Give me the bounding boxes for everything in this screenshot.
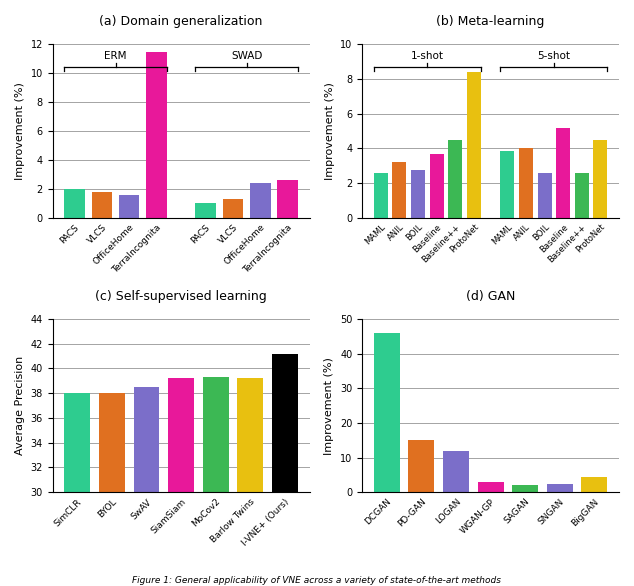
Bar [538, 173, 552, 217]
Text: 5-shot: 5-shot [538, 51, 571, 61]
Bar [374, 333, 400, 492]
Bar [392, 162, 406, 217]
Bar [203, 377, 229, 586]
Bar [512, 485, 538, 492]
Title: (d) GAN: (d) GAN [466, 289, 515, 302]
Bar [443, 451, 469, 492]
Bar [593, 139, 607, 217]
Bar [408, 440, 434, 492]
Text: 1-shot: 1-shot [411, 51, 444, 61]
Y-axis label: Improvement (%): Improvement (%) [15, 82, 25, 180]
Bar [581, 476, 607, 492]
Bar [374, 173, 388, 217]
Bar [411, 170, 425, 217]
Bar [272, 353, 298, 586]
Bar [477, 482, 503, 492]
Y-axis label: Improvement (%): Improvement (%) [325, 82, 335, 180]
Bar [519, 148, 533, 217]
Bar [64, 393, 90, 586]
Bar [119, 195, 139, 217]
Title: (c) Self-supervised learning: (c) Self-supervised learning [95, 289, 267, 302]
Y-axis label: Average Precision: Average Precision [15, 356, 25, 455]
Bar [92, 192, 112, 217]
Title: (a) Domain generalization: (a) Domain generalization [100, 15, 262, 28]
Bar [556, 128, 570, 217]
Bar [467, 72, 481, 217]
Bar [547, 483, 573, 492]
Bar [237, 379, 263, 586]
Bar [430, 154, 444, 217]
Bar [168, 379, 194, 586]
Bar [500, 151, 514, 217]
Bar [146, 52, 167, 217]
Text: Figure 1: General applicability of VNE across a variety of state-of-the-art meth: Figure 1: General applicability of VNE a… [133, 576, 501, 585]
Text: SWAD: SWAD [231, 51, 262, 61]
Bar [134, 387, 160, 586]
Title: (b) Meta-learning: (b) Meta-learning [436, 15, 545, 28]
Bar [195, 203, 216, 217]
Bar [448, 139, 462, 217]
Bar [250, 183, 271, 217]
Text: ERM: ERM [104, 51, 127, 61]
Bar [575, 173, 589, 217]
Bar [99, 393, 125, 586]
Y-axis label: Improvement (%): Improvement (%) [325, 357, 335, 455]
Bar [223, 199, 243, 217]
Bar [277, 180, 298, 217]
Bar [64, 189, 85, 217]
